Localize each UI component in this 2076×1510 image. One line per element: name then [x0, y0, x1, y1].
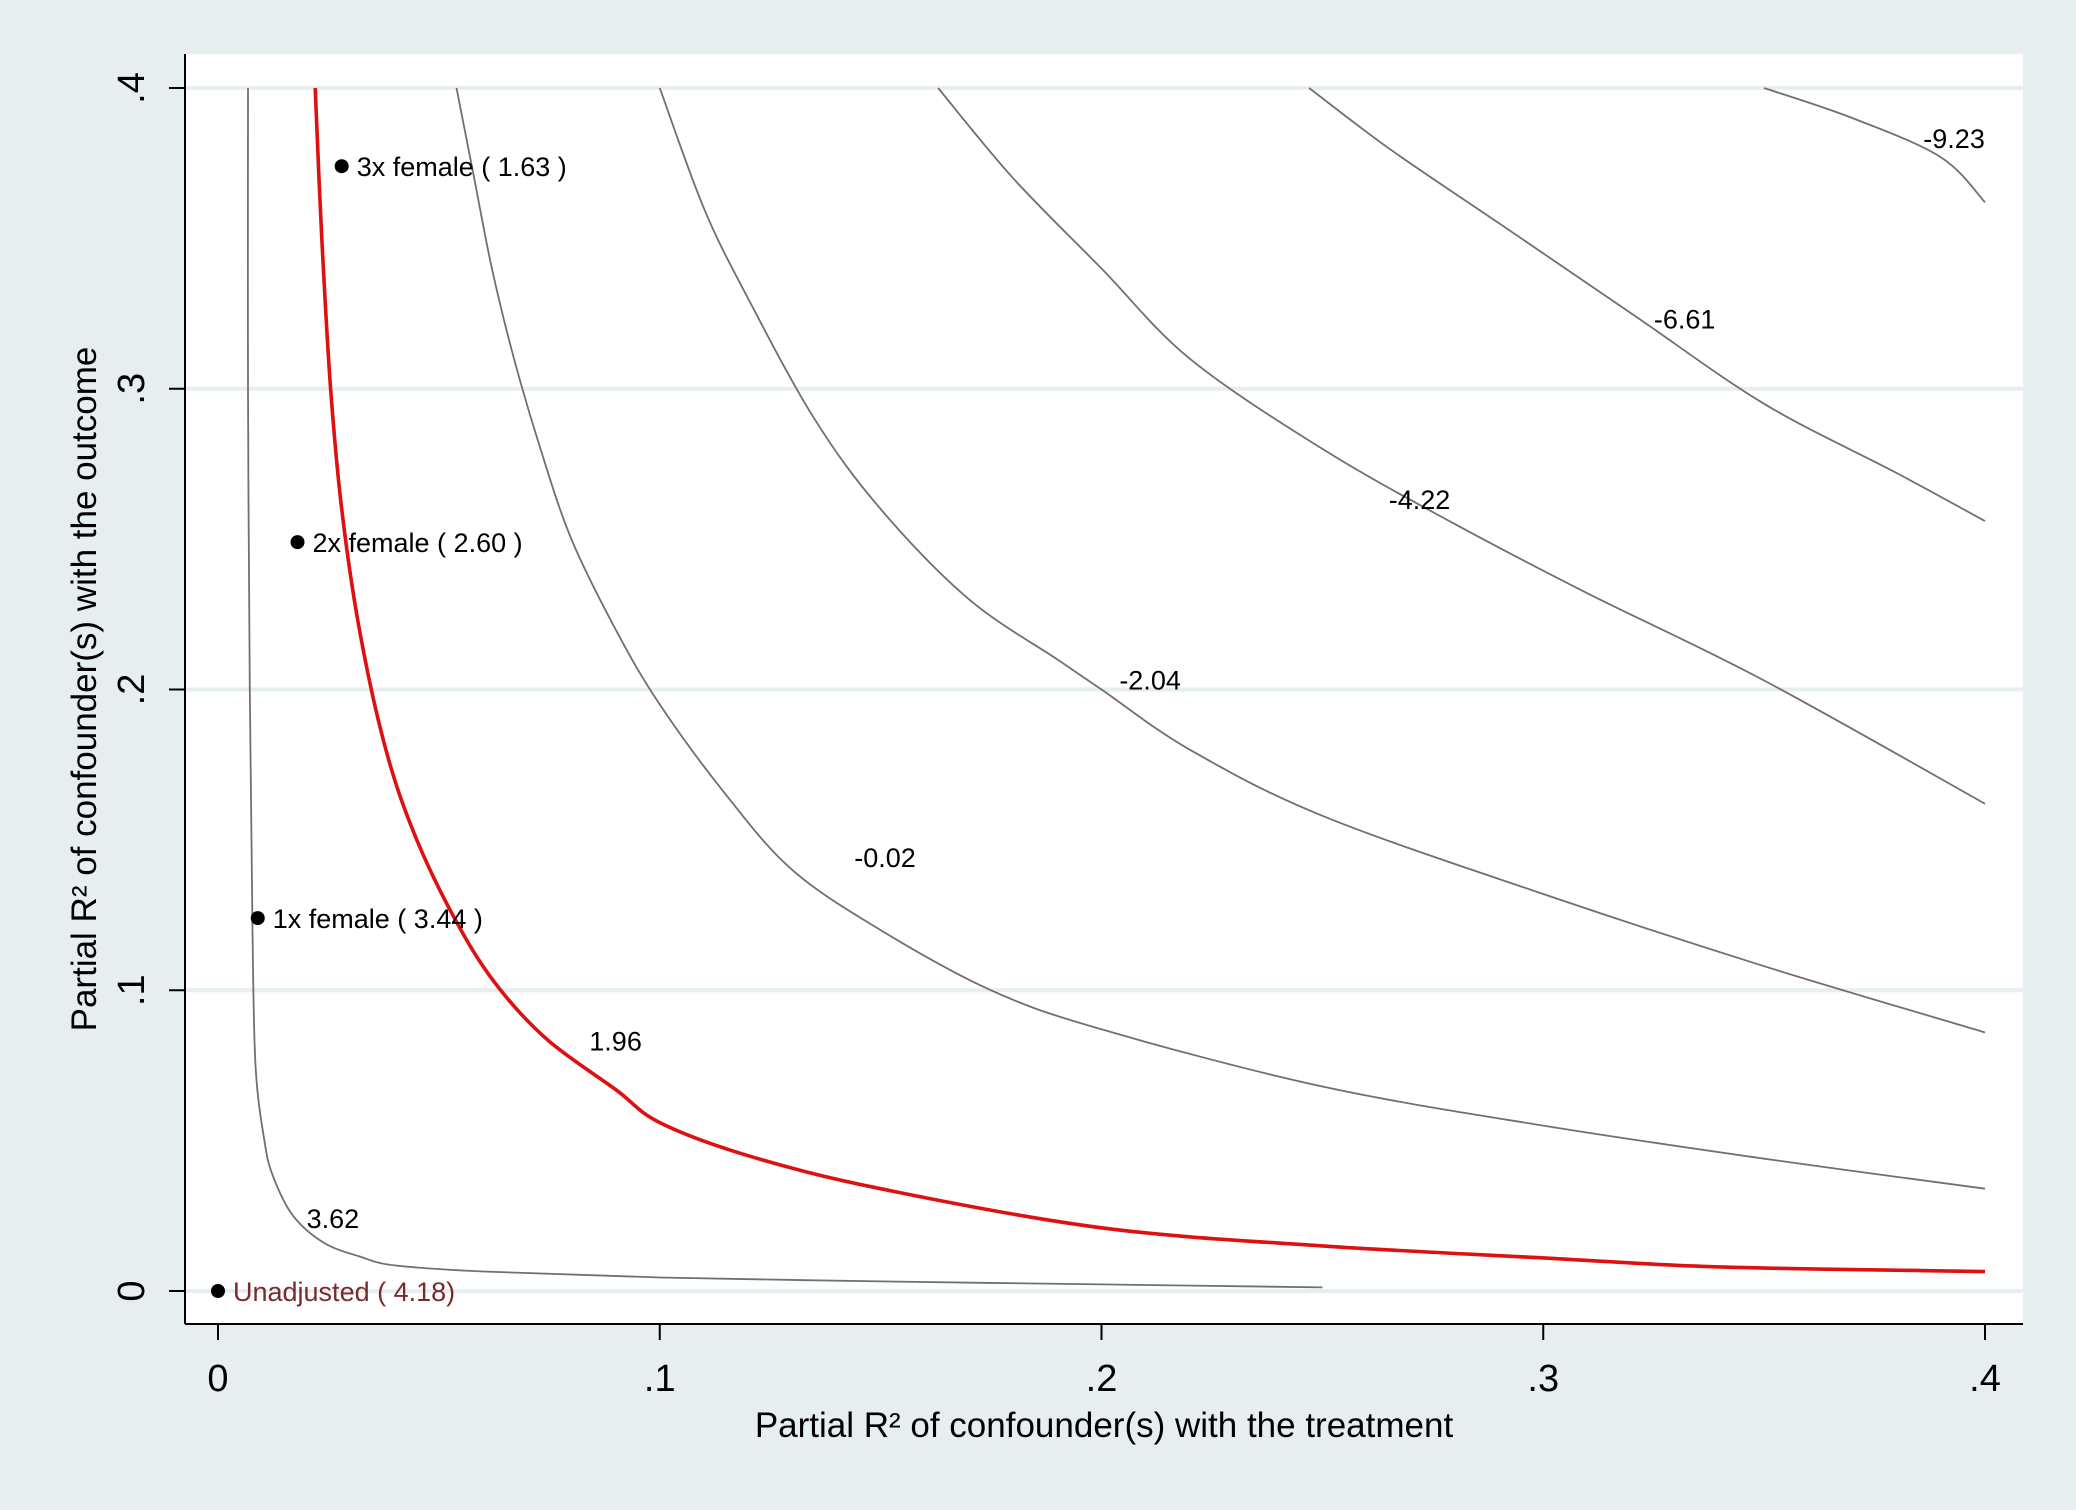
- contour-label-1: 1.96: [589, 1026, 642, 1056]
- benchmark-label-2: 2x female ( 2.60 ): [313, 528, 523, 558]
- y-tick-label-0: 0: [111, 1280, 153, 1301]
- y-tick-label-3: .3: [111, 373, 153, 405]
- y-tick-label-4: .4: [111, 72, 153, 104]
- axis-ticks: 0 .1 .2 .3 .4 0 .1 .2 .3 .4: [111, 72, 2001, 1400]
- x-tick-label-1: .1: [644, 1358, 676, 1400]
- grid-lines: [185, 86, 2023, 1293]
- contour-label-5: -6.61: [1654, 305, 1716, 335]
- benchmark-label-1: 1x female ( 3.44 ): [273, 904, 483, 934]
- benchmark-marker-3: [334, 159, 349, 174]
- benchmark-marker-2: [290, 535, 305, 550]
- contour-line-6: [1763, 87, 1986, 203]
- contour-lines: [246, 87, 1986, 1289]
- contour-line-4: [937, 87, 1986, 805]
- benchmark-label-0: Unadjusted ( 4.18): [233, 1277, 455, 1307]
- contour-label-0: 3.62: [307, 1204, 360, 1234]
- y-axis-title: Partial R² of confounder(s) with the out…: [65, 347, 104, 1032]
- x-axis-title: Partial R² of confounder(s) with the tre…: [755, 1406, 1454, 1445]
- contour-label-2: -0.02: [854, 843, 916, 873]
- benchmark-points: Unadjusted ( 4.18) 1x female ( 3.44 ) 2x f…: [211, 152, 567, 1307]
- contour-line-3: [658, 87, 1986, 1034]
- contour-line-2: [455, 87, 1986, 1190]
- contour-line-5: [1308, 87, 1986, 522]
- x-tick-label-4: .4: [1969, 1358, 2001, 1400]
- y-tick-label-2: .2: [111, 674, 153, 706]
- contour-label-4: -4.22: [1389, 485, 1451, 515]
- x-tick-label-2: .2: [1086, 1358, 1118, 1400]
- x-tick-label-3: .3: [1527, 1358, 1559, 1400]
- benchmark-label-3: 3x female ( 1.63 ): [357, 152, 567, 182]
- y-tick-label-1: .1: [111, 974, 153, 1006]
- contour-label-3: -2.04: [1119, 665, 1181, 695]
- contour-labels: 3.62 1.96 -0.02 -2.04 -4.22 -6.61 -9.23: [307, 124, 1985, 1234]
- x-tick-label-0: 0: [207, 1358, 228, 1400]
- contour-label-6: -9.23: [1923, 124, 1985, 154]
- benchmark-marker-0: [211, 1284, 225, 1298]
- contour-line-0: [246, 87, 1323, 1289]
- benchmark-marker-1: [250, 911, 265, 926]
- threshold-contour-line-1: [313, 87, 1986, 1274]
